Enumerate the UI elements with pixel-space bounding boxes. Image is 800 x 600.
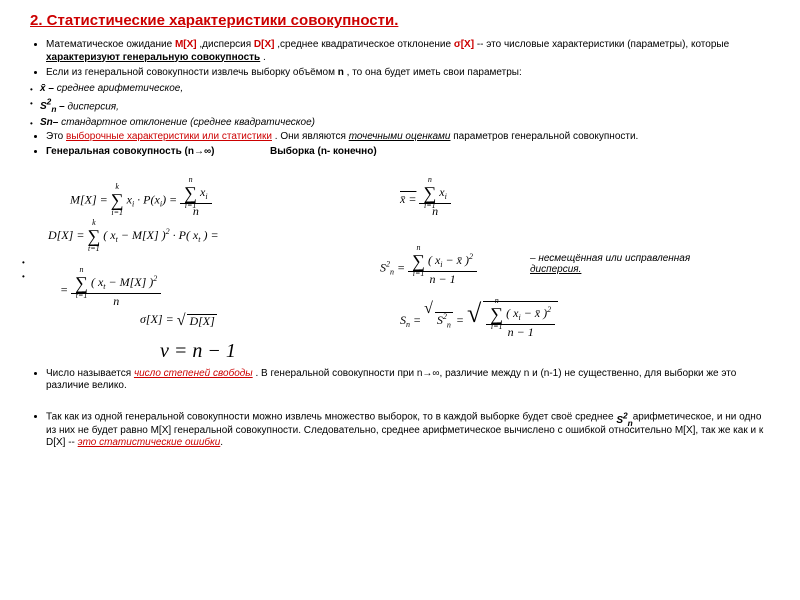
bullet-icon: • — [22, 273, 25, 281]
mx-symbol: M[X] — [175, 39, 197, 50]
eq-sn: Sn = √S2n = √ n∑i=1 ( xi − x̄ )2 n − 1 — [400, 301, 558, 341]
txt: Если из генеральной совокупности извлечь… — [46, 67, 338, 78]
eq-sn2: S2n = n∑i=1 ( xi − x̄ )2 n − 1 — [380, 251, 477, 286]
sigma-symbol: σ[X] — [454, 39, 474, 50]
sym-sn2: S2n – дисперсия, — [40, 97, 766, 114]
unbiased-note: – несмещённая или исправленная дисперсия… — [530, 253, 690, 275]
eq-nu: ν = n − 1 — [160, 341, 236, 361]
formula-zone: • • M[X] = k∑i=1 xi · P(xi) = n∑i=1 xi n… — [30, 165, 772, 365]
eq-mx: M[X] = k∑i=1 xi · P(xi) = n∑i=1 xi n — [70, 183, 212, 218]
txt: число степеней свободы — [134, 368, 253, 379]
txt: Математическое ожидание — [46, 39, 175, 50]
txt: Число называется — [46, 368, 131, 379]
hdr-sample: Выборка (n- конечно) — [270, 146, 377, 157]
txt: стандартное отклонение (среднее квадрати… — [61, 117, 315, 128]
txt: , то она будет иметь свои параметры: — [347, 67, 522, 78]
bullet-icon: • — [22, 259, 25, 267]
eq-dx-cont: = n∑t=1 ( xt − M[X] )2 n — [60, 273, 161, 308]
txt: . — [263, 52, 266, 63]
txt: параметров генеральной совокупности. — [453, 131, 638, 142]
p-errors: Так как из одной генеральной совокупност… — [46, 407, 772, 450]
txt: дисперсия, — [68, 101, 119, 112]
txt: среднее арифметическое, — [57, 83, 183, 94]
txt: Это — [46, 131, 66, 142]
p-dof: Число называется число степеней свободы … — [46, 368, 772, 393]
content-list-3: Число называется число степеней свободы … — [30, 368, 772, 393]
txt: . Они являются — [275, 131, 349, 142]
txt: Так как из одной генеральной совокупност… — [46, 411, 616, 422]
xbar-symbol: x̄ – — [40, 83, 54, 94]
txt: ,среднее квадратическое отклонение — [277, 39, 454, 50]
txt: характеризуют генеральную совокупность — [46, 52, 260, 63]
content-list: Математическое ожидание M[X] ,дисперсия … — [30, 39, 772, 80]
p-headers: Генеральная совокупность (n→∞) Выборка (… — [46, 146, 772, 159]
sym-xbar: x̄ – среднее арифметическое, — [40, 83, 766, 94]
p-expectation: Математическое ожидание M[X] ,дисперсия … — [46, 39, 772, 64]
hdr-general: Генеральная совокупность (n→∞) — [46, 146, 214, 157]
p-stats: Это выборочные характеристики или статис… — [46, 131, 772, 144]
txt: ,дисперсия — [199, 39, 254, 50]
sn-symbol: Sn– — [40, 117, 61, 128]
txt: точечными оценками — [349, 131, 451, 142]
eq-sigma: σ[X] = √D[X] — [140, 313, 217, 329]
dx-symbol: D[X] — [254, 39, 275, 50]
sym-sn: Sn– стандартное отклонение (среднее квад… — [40, 117, 766, 128]
eq-dx: D[X] = k∑t=1 ( xt − M[X] )2 · P( xt ) = — [48, 227, 219, 245]
sn2-symbol: S2n – — [40, 101, 65, 112]
content-list-2: Это выборочные характеристики или статис… — [30, 131, 772, 159]
txt: это статистические ошибки — [78, 437, 221, 448]
n-symbol: n — [338, 67, 344, 78]
p-sample: Если из генеральной совокупности извлечь… — [46, 67, 772, 80]
txt: . — [220, 437, 223, 448]
sn2-inline: S2n — [616, 415, 632, 426]
txt: выборочные характеристики или статистики — [66, 131, 272, 142]
eq-xbar: x̄ = n∑i=1 xi n — [400, 183, 451, 218]
txt: -- это числовые характеристики (параметр… — [477, 39, 729, 50]
section-title: 2. Статистические характеристики совокуп… — [30, 12, 772, 29]
content-list-4: Так как из одной генеральной совокупност… — [30, 407, 772, 450]
